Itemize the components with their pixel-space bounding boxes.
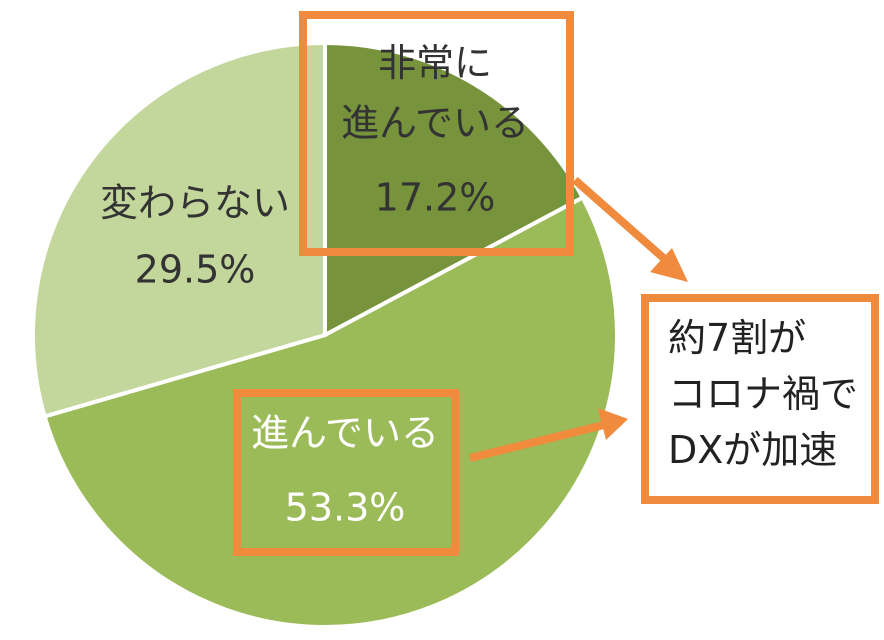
slice [323,40,586,339]
arrow-head [598,408,628,440]
callouts [233,11,671,556]
value-label: 17.2% [375,176,496,220]
slice-label: 非常に進んでいる [341,41,529,145]
slice-label: 進んでいる [251,411,439,455]
annotation: 約7割がコロナ禍で DXが加速 [668,316,858,472]
slice [42,194,619,629]
arrow [469,420,609,462]
highlight-box [299,11,574,256]
arrow [572,176,671,266]
arrow-head [650,248,688,282]
annotation-box [641,294,879,504]
pie [31,40,619,629]
value-label: 29.5% [135,248,256,292]
slice-label: 変わらない [100,181,290,225]
slice [31,40,327,419]
highlight-box [233,389,459,556]
value-label: 53.3% [285,486,406,530]
labels: 非常に進んでいる 17.2% 進んでいる 53.3% 変わらない 29.5% [100,41,529,530]
